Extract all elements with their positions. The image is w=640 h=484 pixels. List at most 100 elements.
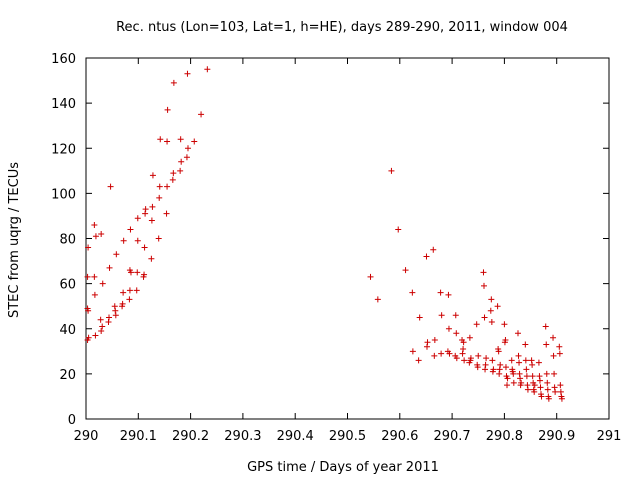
data-point <box>149 203 156 210</box>
data-point <box>85 334 92 341</box>
data-point <box>127 269 134 276</box>
data-point <box>489 357 496 364</box>
data-point <box>529 373 536 380</box>
data-point <box>142 206 149 213</box>
chart-title: Rec. ntus (Lon=103, Lat=1, h=HE), days 2… <box>116 20 568 35</box>
data-point <box>106 314 113 321</box>
data-point <box>473 321 480 328</box>
data-point <box>170 79 177 86</box>
data-point <box>99 280 106 287</box>
data-point <box>446 350 453 357</box>
data-point <box>141 244 148 251</box>
x-axis-label: GPS time / Days of year 2011 <box>247 460 439 475</box>
data-point <box>496 366 503 373</box>
data-point <box>516 359 523 366</box>
data-point <box>523 366 530 373</box>
x-tick-label: 290.3 <box>224 429 261 444</box>
data-point <box>523 373 530 380</box>
data-point <box>510 370 517 377</box>
data-point <box>518 379 525 386</box>
data-point <box>551 384 558 391</box>
data-point <box>416 314 423 321</box>
data-point <box>170 170 177 177</box>
data-point <box>501 321 508 328</box>
data-point <box>98 328 105 335</box>
x-tick-label: 290.4 <box>277 429 314 444</box>
data-point <box>204 66 211 73</box>
data-point <box>496 370 503 377</box>
data-point <box>536 373 543 380</box>
data-point <box>542 323 549 330</box>
data-point <box>460 346 467 353</box>
data-point <box>395 226 402 233</box>
data-point <box>466 334 473 341</box>
data-point <box>558 395 565 402</box>
data-point <box>105 318 112 325</box>
data-point <box>157 136 164 143</box>
data-point <box>494 303 501 310</box>
data-point <box>557 382 564 389</box>
x-tick-label: 290.5 <box>329 429 366 444</box>
data-point <box>424 339 431 346</box>
data-point <box>149 172 156 179</box>
data-point <box>169 176 176 183</box>
data-point <box>528 357 535 364</box>
data-point <box>107 183 114 190</box>
data-point <box>183 154 190 161</box>
data-point <box>474 364 481 371</box>
data-point <box>483 355 490 362</box>
data-point <box>85 244 92 251</box>
data-point <box>482 361 489 368</box>
data-point <box>480 269 487 276</box>
data-point <box>191 138 198 145</box>
data-point <box>475 352 482 359</box>
data-point <box>126 296 133 303</box>
data-point <box>148 217 155 224</box>
data-point <box>155 235 162 242</box>
data-point <box>529 361 536 368</box>
data-point <box>552 388 559 395</box>
data-point <box>367 273 374 280</box>
y-tick-label: 80 <box>59 233 76 248</box>
data-point <box>497 361 504 368</box>
x-tick-label: 290.8 <box>486 429 523 444</box>
data-point <box>198 111 205 118</box>
data-point <box>134 215 141 222</box>
data-point <box>402 267 409 274</box>
data-point <box>97 316 104 323</box>
data-point <box>453 330 460 337</box>
data-point <box>536 377 543 384</box>
data-point <box>120 237 127 244</box>
data-point <box>98 230 105 237</box>
data-point <box>431 337 438 344</box>
data-point <box>164 183 171 190</box>
data-point <box>177 136 184 143</box>
data-point <box>524 386 531 393</box>
data-point <box>490 366 497 373</box>
data-point <box>481 314 488 321</box>
data-point <box>423 253 430 260</box>
y-tick-label: 140 <box>51 97 76 112</box>
data-point <box>545 395 552 402</box>
data-points <box>84 66 565 402</box>
data-point <box>445 291 452 298</box>
data-point <box>524 382 531 389</box>
data-point <box>535 359 542 366</box>
x-tick-label: 290.2 <box>172 429 209 444</box>
data-point <box>502 364 509 371</box>
data-point <box>133 287 140 294</box>
data-point <box>141 271 148 278</box>
axis-ticks: 290 290.1 290.2 290.3 290.4 290.5 290.6 290.7 29… <box>51 52 621 444</box>
data-point <box>134 269 141 276</box>
data-point <box>106 264 113 271</box>
data-point <box>148 255 155 262</box>
data-point <box>502 337 509 344</box>
data-point <box>487 307 494 314</box>
data-point <box>482 366 489 373</box>
data-point <box>119 300 126 307</box>
data-point <box>423 343 430 350</box>
data-point <box>544 386 551 393</box>
data-point <box>85 307 92 314</box>
data-point <box>556 343 563 350</box>
